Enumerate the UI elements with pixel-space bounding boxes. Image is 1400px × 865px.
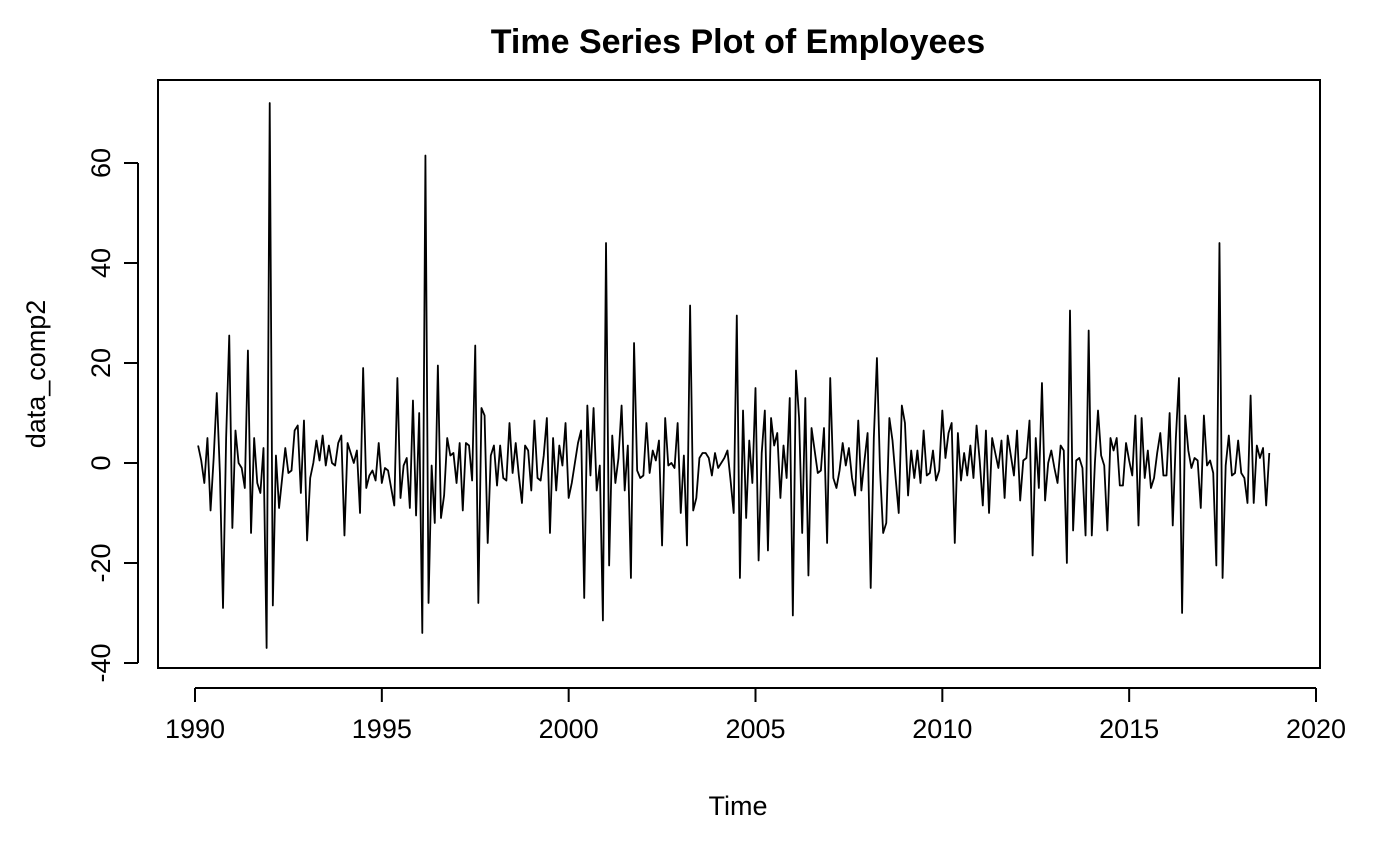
employees-series-line — [197, 102, 1271, 649]
y-tick-label: 20 — [86, 348, 116, 378]
y-tick-label: -20 — [86, 543, 116, 582]
x-tick-label: 2000 — [539, 714, 599, 744]
x-tick-label: 2015 — [1099, 714, 1159, 744]
x-tick-label: 2010 — [912, 714, 972, 744]
x-axis-label: Time — [709, 791, 768, 821]
y-tick-label: 0 — [86, 455, 116, 470]
x-tick-label: 2005 — [725, 714, 785, 744]
x-tick-label: 1990 — [165, 714, 225, 744]
x-tick-label: 1995 — [352, 714, 412, 744]
y-tick-label: 40 — [86, 248, 116, 278]
y-tick-label: 60 — [86, 148, 116, 178]
plot-frame — [157, 79, 1321, 669]
y-tick-label: -40 — [86, 643, 116, 682]
y-axis-label: data_comp2 — [21, 300, 51, 449]
y-axis: -40 -20 0 20 40 60 — [86, 148, 139, 683]
x-axis: 1990 1995 2000 2005 2010 2015 2020 — [165, 687, 1346, 744]
x-tick-label: 2020 — [1286, 714, 1346, 744]
chart-title: Time Series Plot of Employees — [491, 23, 985, 61]
